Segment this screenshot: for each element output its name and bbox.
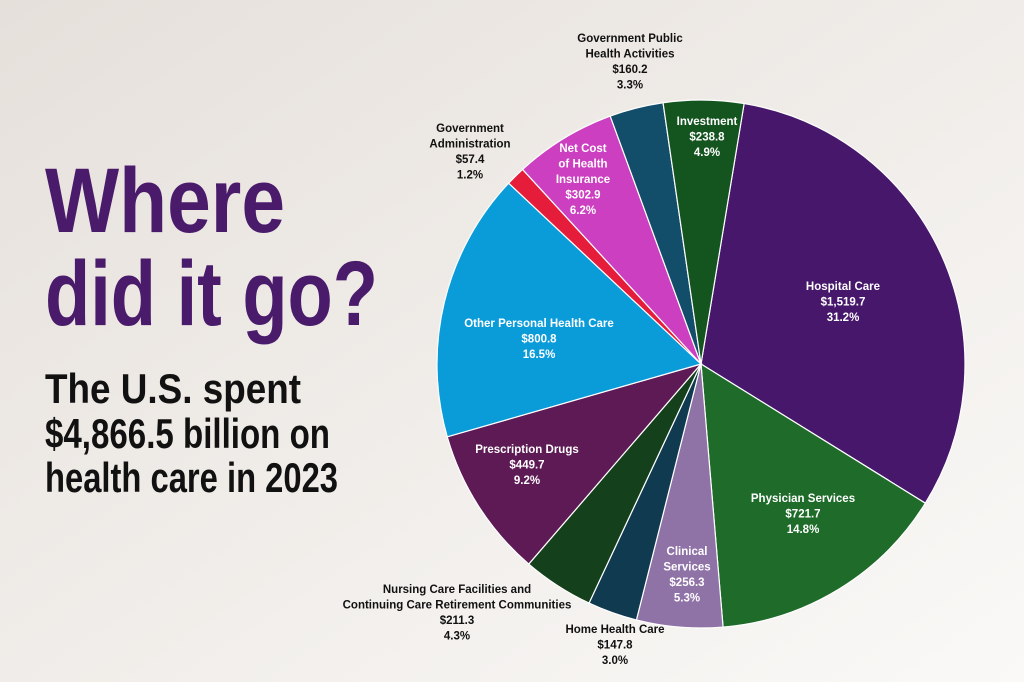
slice-name: of Health	[558, 159, 607, 171]
slice-percent: 6.2%	[570, 205, 596, 217]
slice-percent: 16.5%	[523, 349, 556, 361]
slice-percent: 3.0%	[602, 655, 628, 667]
slice-percent: 1.2%	[457, 170, 483, 182]
slice-label: Nursing Care Facilities and Continuing Ca…	[343, 584, 572, 643]
slice-value: $211.3	[440, 615, 475, 627]
slice-name: Clinical	[667, 546, 708, 558]
pie-labels: Hospital Care $1,519.7 31.2% Physician Serv…	[343, 33, 880, 667]
pie-slice-physician-services	[700, 362, 927, 628]
slice-label: Clinical Services $256.3 5.3%	[663, 546, 710, 605]
slice-value: $238.8	[689, 132, 725, 144]
slice-label: Home Health Care $147.8 3.0%	[565, 624, 664, 667]
slice-name: Investment	[677, 116, 738, 128]
slice-label: Government Administration $57.4 1.2%	[429, 123, 510, 182]
slice-name: Government Public	[577, 33, 683, 45]
subtitle-line-2: $4,866.5 billion on	[45, 410, 330, 457]
slice-percent: 5.3%	[674, 593, 700, 605]
slice-percent: 4.3%	[444, 631, 470, 643]
slice-name: Insurance	[556, 174, 610, 186]
slice-label: Prescription Drugs $449.7 9.2%	[475, 444, 579, 487]
slice-label: Net Cost of Health Insurance $302.9 6.2%	[556, 143, 610, 217]
pie-slice-prescription-drugs	[446, 362, 703, 565]
slice-value: $721.7	[785, 509, 820, 521]
slice-percent: 3.3%	[617, 80, 643, 92]
slice-value: $57.4	[456, 154, 485, 166]
slice-name: Continuing Care Retirement Communities	[343, 600, 572, 612]
slice-percent: 14.8%	[787, 524, 820, 536]
slice-name: Services	[663, 562, 710, 574]
slice-label: Hospital Care $1,519.7 31.2%	[806, 281, 880, 324]
slice-name: Prescription Drugs	[475, 444, 579, 456]
slice-value: $800.8	[521, 334, 557, 346]
slice-name: Nursing Care Facilities and	[383, 584, 531, 596]
slice-value: $256.3	[669, 577, 704, 589]
pie-chart	[436, 99, 966, 629]
slice-name: Other Personal Health Care	[464, 318, 614, 330]
headline-line-1: Where	[45, 150, 285, 252]
slice-value: $160.2	[612, 64, 647, 76]
slice-label: Other Personal Health Care $800.8 16.5%	[464, 318, 614, 361]
slice-label: Investment $238.8 4.9%	[677, 116, 738, 159]
pie-slice-hospital-care	[700, 102, 966, 505]
slice-label: Government Public Health Activities $160.2…	[577, 33, 683, 92]
slice-name: Home Health Care	[565, 624, 664, 636]
slice-value: $1,519.7	[821, 297, 866, 309]
slice-value: $147.8	[597, 640, 633, 652]
slice-name: Physician Services	[751, 493, 855, 505]
slice-percent: 31.2%	[827, 312, 860, 324]
slice-label: Physician Services $721.7 14.8%	[751, 493, 855, 536]
slice-percent: 9.2%	[514, 475, 540, 487]
pie-slice-investment	[662, 99, 745, 365]
subtitle-line-1: The U.S. spent	[45, 365, 301, 412]
slice-name: Health Activities	[585, 49, 674, 61]
pie-slice-other-personal-health-care	[436, 182, 703, 438]
slice-name: Net Cost	[559, 143, 606, 155]
slice-name: Administration	[429, 139, 510, 151]
slice-percent: 4.9%	[694, 147, 720, 159]
slice-value: $302.9	[565, 190, 600, 202]
slice-value: $449.7	[509, 460, 544, 472]
subtitle-line-3: health care in 2023	[45, 454, 338, 501]
slice-name: Government	[436, 123, 504, 135]
slice-name: Hospital Care	[806, 281, 880, 293]
headline-line-2: did it go?	[45, 243, 378, 345]
